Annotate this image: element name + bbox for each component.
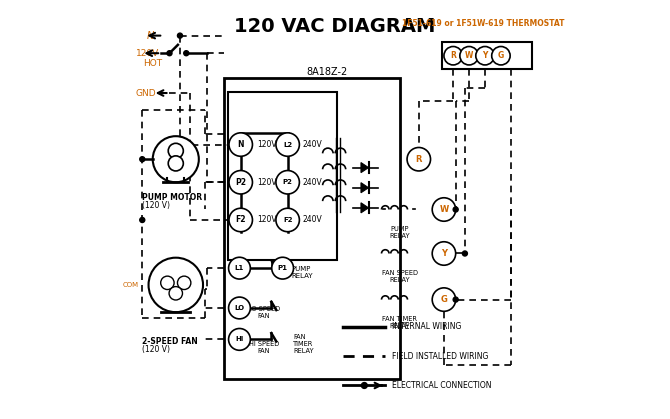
Circle shape: [476, 47, 494, 65]
Circle shape: [153, 136, 199, 182]
Circle shape: [228, 328, 251, 350]
Circle shape: [168, 156, 184, 171]
Text: HI: HI: [182, 280, 187, 285]
Text: 240V: 240V: [302, 215, 322, 225]
FancyBboxPatch shape: [442, 42, 532, 69]
Text: PUMP MOTOR: PUMP MOTOR: [142, 193, 202, 202]
Text: FAN TIMER
RELAY: FAN TIMER RELAY: [383, 316, 417, 329]
Text: 120V: 120V: [257, 178, 277, 187]
Text: G: G: [498, 51, 504, 60]
Text: Y: Y: [482, 51, 488, 60]
Polygon shape: [361, 163, 368, 173]
Circle shape: [169, 287, 182, 300]
Circle shape: [361, 383, 367, 388]
Text: LO SPEED
FAN: LO SPEED FAN: [248, 305, 280, 319]
Circle shape: [178, 33, 182, 38]
Text: R: R: [415, 155, 422, 164]
Text: 240V: 240V: [302, 178, 322, 187]
Text: 2-SPEED FAN: 2-SPEED FAN: [142, 337, 198, 346]
Circle shape: [184, 51, 189, 56]
Text: PUMP
RELAY: PUMP RELAY: [291, 266, 313, 279]
Text: 120V: 120V: [136, 49, 159, 58]
Text: (120 V): (120 V): [142, 201, 170, 210]
Text: ELECTRICAL CONNECTION: ELECTRICAL CONNECTION: [391, 381, 491, 390]
Text: (120 V): (120 V): [142, 344, 170, 354]
Text: P2: P2: [283, 179, 293, 185]
Text: N: N: [237, 140, 244, 149]
Text: W: W: [440, 205, 449, 214]
Text: FAN
TIMER
RELAY: FAN TIMER RELAY: [293, 334, 314, 354]
Circle shape: [276, 171, 299, 194]
Circle shape: [149, 258, 203, 312]
Circle shape: [432, 242, 456, 265]
Text: L2: L2: [283, 142, 292, 147]
Text: LO: LO: [234, 305, 245, 311]
Text: 120V: 120V: [257, 140, 277, 149]
Text: 8A18Z-2: 8A18Z-2: [306, 67, 347, 77]
Polygon shape: [361, 183, 368, 193]
Circle shape: [228, 297, 251, 319]
FancyBboxPatch shape: [224, 78, 400, 379]
Circle shape: [140, 217, 145, 222]
Text: FIELD INSTALLED WIRING: FIELD INSTALLED WIRING: [391, 352, 488, 361]
Text: INTERNAL WIRING: INTERNAL WIRING: [391, 322, 461, 331]
Circle shape: [453, 207, 458, 212]
Text: Y: Y: [441, 249, 447, 258]
Circle shape: [272, 257, 293, 279]
Circle shape: [228, 257, 251, 279]
Text: HI: HI: [235, 336, 244, 342]
Circle shape: [453, 297, 458, 302]
Text: P1: P1: [277, 265, 287, 271]
Circle shape: [462, 251, 468, 256]
Text: GND: GND: [136, 88, 157, 98]
Text: FAN SPEED
RELAY: FAN SPEED RELAY: [382, 270, 418, 283]
Circle shape: [140, 157, 145, 162]
Text: 240V: 240V: [302, 140, 322, 149]
Text: LO: LO: [164, 280, 171, 285]
Text: P2: P2: [235, 178, 247, 187]
Text: G: G: [440, 295, 448, 304]
Circle shape: [432, 288, 456, 311]
Circle shape: [229, 171, 253, 194]
Circle shape: [407, 147, 431, 171]
Circle shape: [229, 208, 253, 232]
Text: HOT: HOT: [143, 59, 162, 68]
Circle shape: [161, 276, 174, 290]
Text: 120V: 120V: [257, 215, 277, 225]
Circle shape: [460, 47, 478, 65]
Circle shape: [492, 47, 510, 65]
Text: 1F51-619 or 1F51W-619 THERMOSTAT: 1F51-619 or 1F51W-619 THERMOSTAT: [403, 19, 565, 28]
Text: L1: L1: [235, 265, 244, 271]
Text: F2: F2: [283, 217, 292, 223]
Circle shape: [167, 51, 172, 56]
Text: W: W: [465, 51, 473, 60]
Circle shape: [276, 208, 299, 232]
Circle shape: [444, 47, 462, 65]
Text: HI SPEED
FAN: HI SPEED FAN: [249, 341, 279, 354]
Circle shape: [432, 198, 456, 221]
Circle shape: [229, 133, 253, 156]
Text: 120 VAC DIAGRAM: 120 VAC DIAGRAM: [234, 17, 436, 36]
Text: PUMP
RELAY: PUMP RELAY: [390, 226, 410, 239]
Text: F2: F2: [235, 215, 246, 225]
Text: R: R: [450, 51, 456, 60]
FancyBboxPatch shape: [228, 92, 337, 260]
Polygon shape: [361, 203, 368, 213]
Circle shape: [168, 143, 184, 158]
Circle shape: [178, 276, 191, 290]
Text: COM: COM: [123, 282, 139, 288]
Text: N: N: [147, 31, 154, 41]
Circle shape: [276, 133, 299, 156]
